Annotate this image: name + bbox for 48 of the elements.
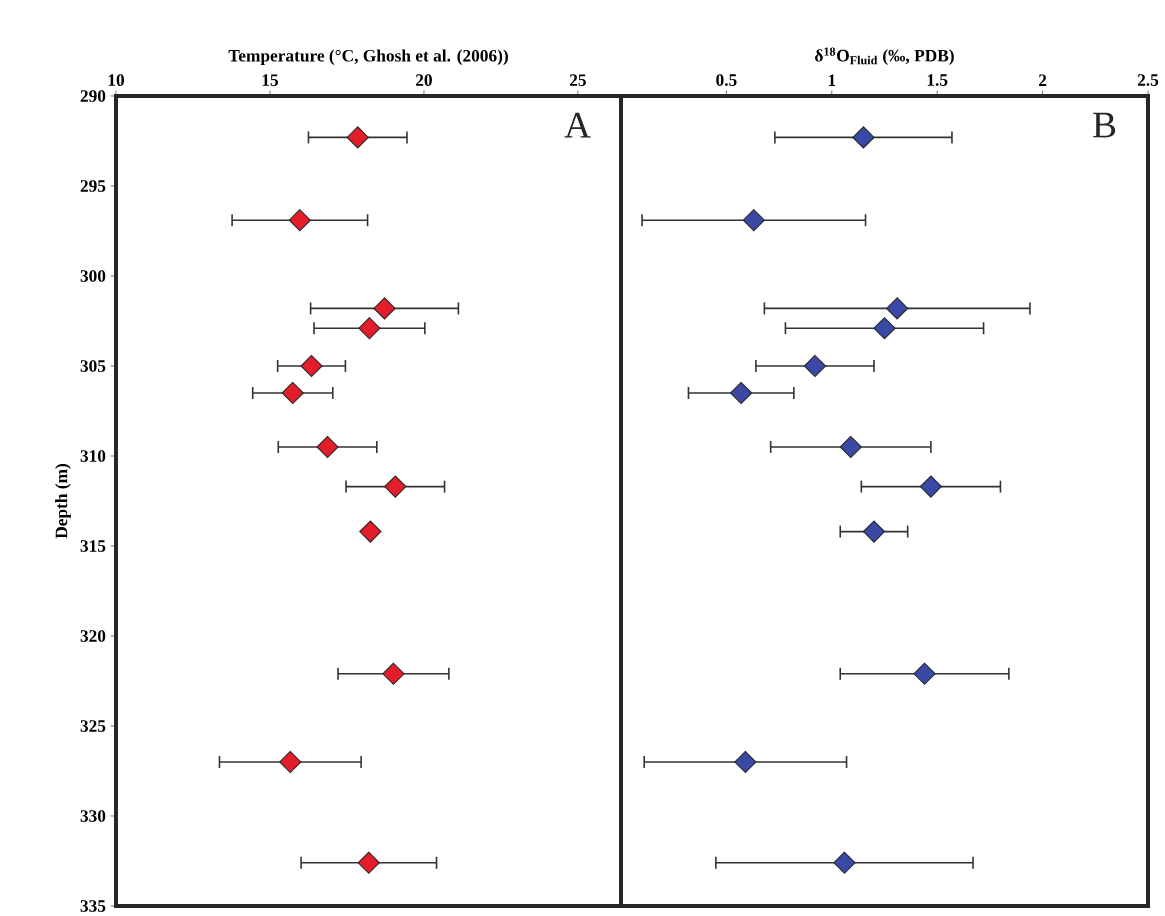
point (358, 317, 381, 340)
point (300, 354, 323, 378)
point (382, 662, 405, 685)
point (346, 126, 369, 149)
point (913, 662, 936, 685)
x-tick-label: 1 (828, 74, 836, 86)
x-axis-title: Temperature (°C, Ghosh et al. (2006)) (228, 49, 508, 66)
y-tick-label: 300 (80, 270, 106, 282)
point (862, 520, 886, 543)
y-tick-label: 320 (80, 630, 106, 642)
point (873, 317, 896, 340)
x-tick-label: 20 (415, 74, 432, 86)
y-tick-label: 295 (80, 180, 106, 192)
point (357, 851, 380, 874)
point (803, 354, 827, 378)
point (316, 435, 339, 459)
point (281, 381, 304, 405)
y-tick-label: 330 (80, 810, 106, 822)
x-tick-label: 15 (262, 74, 278, 86)
point (852, 126, 875, 149)
y-tick-label: 290 (80, 90, 106, 102)
point (839, 435, 862, 459)
point (833, 851, 856, 874)
y-tick-label: 310 (80, 450, 106, 462)
y-tick-label: 315 (80, 540, 106, 552)
x-tick-label: 25 (569, 74, 586, 86)
y-tick-label: 335 (80, 900, 106, 912)
annotation: A (564, 112, 591, 138)
x-tick-label: 2.5 (1137, 74, 1159, 86)
point (742, 209, 765, 232)
point (288, 209, 311, 232)
point (279, 750, 302, 774)
y-tick-label: 305 (80, 360, 106, 372)
point (919, 475, 942, 498)
point (359, 520, 382, 543)
point (886, 297, 909, 320)
x-axis-title: δ$^{18}$O$_{Fluid}$ (‰, PDB) (815, 47, 954, 66)
x-tick-label: 0.5 (716, 74, 737, 86)
point (373, 297, 396, 320)
point (730, 381, 753, 405)
point (384, 475, 407, 498)
x-tick-label: 1.5 (927, 74, 948, 86)
x-tick-label: 10 (108, 74, 125, 86)
y-axis-title: Depth (m) (55, 463, 71, 539)
y-tick-label: 325 (80, 720, 106, 732)
x-tick-label: 2 (1039, 74, 1047, 86)
annotation: B (1093, 112, 1116, 138)
point (734, 750, 757, 774)
